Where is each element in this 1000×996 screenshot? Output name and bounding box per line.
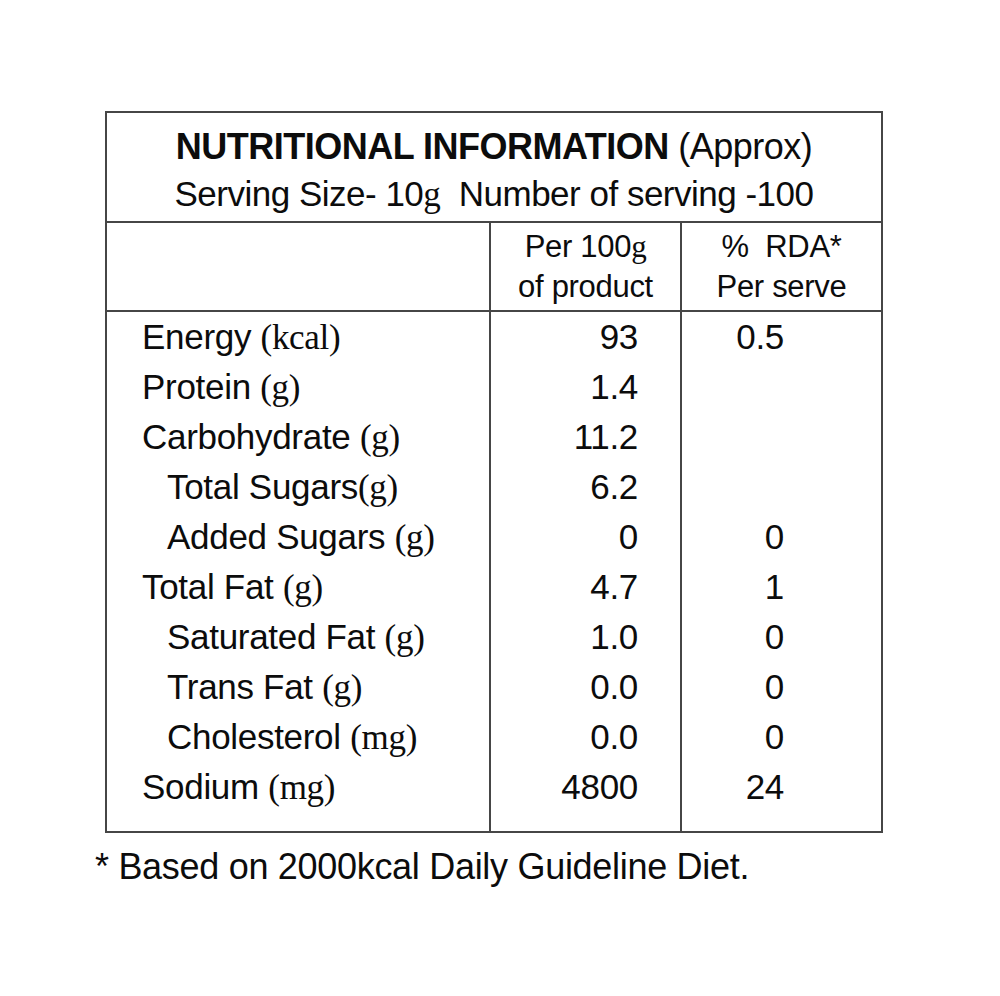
column-header-rda: % RDA* Per serve xyxy=(682,223,881,310)
nutrient-name: Protein xyxy=(142,367,260,406)
table-row-trans-fat: Trans Fat (g) 0.0 0 xyxy=(107,662,881,712)
per-100g-unit: g xyxy=(631,229,646,264)
nutrient-name: Saturated Fat xyxy=(167,617,385,656)
table-row-added-sugars: Added Sugars (g) 0 0 xyxy=(107,512,881,562)
table-row-total-sugars: Total Sugars(g) 6.2 xyxy=(107,462,881,512)
title-approx-text: (Approx) xyxy=(669,126,813,167)
row-label: Added Sugars (g) xyxy=(107,517,491,558)
value-per-100g: 0.0 xyxy=(491,717,680,757)
value-per-100g: 0 xyxy=(491,517,680,557)
table-row-energy: Energy (kcal) 93 0.5 xyxy=(107,312,881,362)
per-100g-line1: Per 100g xyxy=(525,227,647,267)
row-label: Trans Fat (g) xyxy=(107,667,491,708)
value-per-100g: 4.7 xyxy=(491,567,680,607)
per-100g-line2: of product xyxy=(518,267,653,307)
row-label: Saturated Fat (g) xyxy=(107,617,491,658)
value-per-100g: 11.2 xyxy=(491,417,680,457)
table-row-carbohydrate: Carbohydrate (g) 11.2 xyxy=(107,412,881,462)
value-rda: 0 xyxy=(680,717,881,757)
value-per-100g: 0.0 xyxy=(491,667,680,707)
page-title: NUTRITIONAL INFORMATION (Approx) xyxy=(176,122,813,172)
column-header-per-100g: Per 100g of product xyxy=(491,223,680,310)
number-of-serving-text: Number of serving -100 xyxy=(440,174,813,213)
row-label: Energy (kcal) xyxy=(107,317,491,358)
nutrient-name: Total Fat xyxy=(142,567,283,606)
row-label: Sodium (mg) xyxy=(107,767,491,808)
nutrient-name: Trans Fat xyxy=(167,667,322,706)
value-rda: 0 xyxy=(680,667,881,707)
value-per-100g: 1.0 xyxy=(491,617,680,657)
table-row-cholesterol: Cholesterol (mg) 0.0 0 xyxy=(107,712,881,762)
nutrient-name: Energy xyxy=(142,317,261,356)
serving-size-unit: g xyxy=(423,175,440,214)
row-label: Cholesterol (mg) xyxy=(107,717,491,758)
nutrition-table: NUTRITIONAL INFORMATION (Approx) Serving… xyxy=(105,111,883,833)
value-per-100g: 6.2 xyxy=(491,467,680,507)
nutrient-unit: (g) xyxy=(322,668,362,707)
nutrient-unit: (g) xyxy=(360,418,400,457)
nutrient-unit: (kcal) xyxy=(261,318,341,357)
nutrient-name: Sodium xyxy=(142,767,268,806)
column-header-row: Per 100g of product % RDA* Per serve xyxy=(107,223,881,310)
value-rda: 24 xyxy=(680,767,881,807)
nutrient-unit: (g) xyxy=(395,518,435,557)
nutrient-name: Added Sugars xyxy=(167,517,395,556)
table-body: Energy (kcal) 93 0.5 Protein (g) 1.4 Car… xyxy=(107,312,881,831)
value-rda: 0 xyxy=(680,617,881,657)
nutrient-unit: (mg) xyxy=(268,768,335,807)
nutrient-unit: (g) xyxy=(283,568,323,607)
table-header: NUTRITIONAL INFORMATION (Approx) Serving… xyxy=(107,113,881,223)
nutrient-unit: (g) xyxy=(385,618,425,657)
table-row-total-fat: Total Fat (g) 4.7 1 xyxy=(107,562,881,612)
table-row-sodium: Sodium (mg) 4800 24 xyxy=(107,762,881,812)
value-per-100g: 4800 xyxy=(491,767,680,807)
serving-size-line: Serving Size- 10g Number of serving -100 xyxy=(175,172,814,217)
row-label: Carbohydrate (g) xyxy=(107,417,491,458)
nutrition-label-page: NUTRITIONAL INFORMATION (Approx) Serving… xyxy=(0,0,1000,996)
serving-size-text: Serving Size- 10 xyxy=(175,174,424,213)
footnote: * Based on 2000kcal Daily Guideline Diet… xyxy=(95,846,749,888)
row-label: Protein (g) xyxy=(107,367,491,408)
nutrient-name: Carbohydrate xyxy=(142,417,360,456)
per-100g-text: Per 100 xyxy=(525,229,631,264)
nutrient-name: Total Sugars xyxy=(167,467,358,506)
nutrient-unit: (mg) xyxy=(350,718,417,757)
nutrient-unit: (g) xyxy=(260,368,300,407)
value-rda: 0.5 xyxy=(680,317,881,357)
row-label: Total Fat (g) xyxy=(107,567,491,608)
table-row-saturated-fat: Saturated Fat (g) 1.0 0 xyxy=(107,612,881,662)
nutrient-name: Cholesterol xyxy=(167,717,350,756)
table-row-protein: Protein (g) 1.4 xyxy=(107,362,881,412)
value-per-100g: 93 xyxy=(491,317,680,357)
nutrient-unit: (g) xyxy=(358,468,398,507)
rda-line2: Per serve xyxy=(717,267,847,307)
value-per-100g: 1.4 xyxy=(491,367,680,407)
title-bold-text: NUTRITIONAL INFORMATION xyxy=(176,126,669,167)
row-label: Total Sugars(g) xyxy=(107,467,491,508)
value-rda: 1 xyxy=(680,567,881,607)
value-rda: 0 xyxy=(680,517,881,557)
rda-line1: % RDA* xyxy=(721,227,841,267)
